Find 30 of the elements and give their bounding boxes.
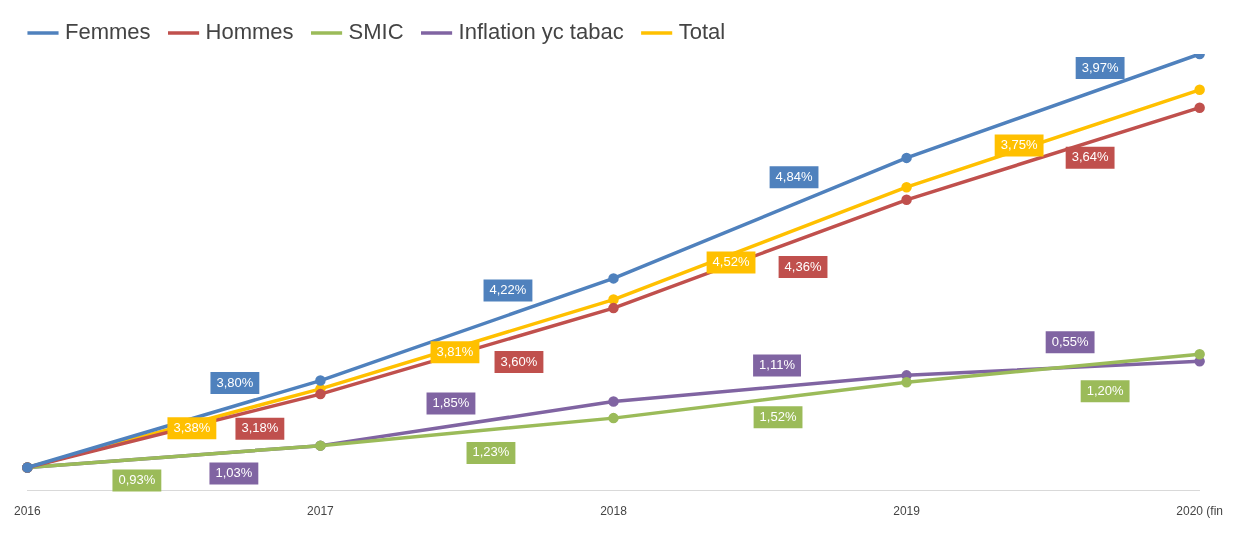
annotation: 3,75% [1000,137,1038,153]
annotation: 4,52% [712,253,750,269]
annotation: 1,52% [759,408,797,424]
annotation: 3,97% [1081,59,1119,75]
legend-label: Total [678,19,726,45]
annotation: 3,81% [436,343,474,359]
annotation: 4,36% [784,258,822,274]
x-tick-label: 2018 [600,504,628,519]
annotation: 1,23% [472,444,510,460]
legend-label: Hommes [205,19,294,45]
x-tick-label: 2020 (fin [1176,504,1223,519]
annotation: 1,11% [759,357,796,373]
annotation: 4,22% [489,282,527,298]
annotation: 1,85% [432,395,470,411]
annotation: 4,84% [775,168,813,184]
annotation: 3,60% [500,353,538,369]
annotation: 3,64% [1071,149,1109,165]
x-tick-label: 2017 [307,504,335,519]
annotation: 3,18% [241,420,279,436]
legend-label: Femmes [65,19,151,45]
x-tick-label: 2016 [14,504,42,519]
annotation: 1,03% [215,465,253,481]
x-tick-label: 2019 [893,504,921,519]
annotation: 3,80% [216,374,254,390]
annotation: 0,55% [1051,333,1089,349]
legend-label: SMIC [348,19,404,45]
annotation: 1,20% [1086,382,1124,398]
legend-label: Inflation yc tabac [458,19,624,45]
annotation: 0,93% [118,472,156,488]
annotation: 3,38% [173,419,211,435]
